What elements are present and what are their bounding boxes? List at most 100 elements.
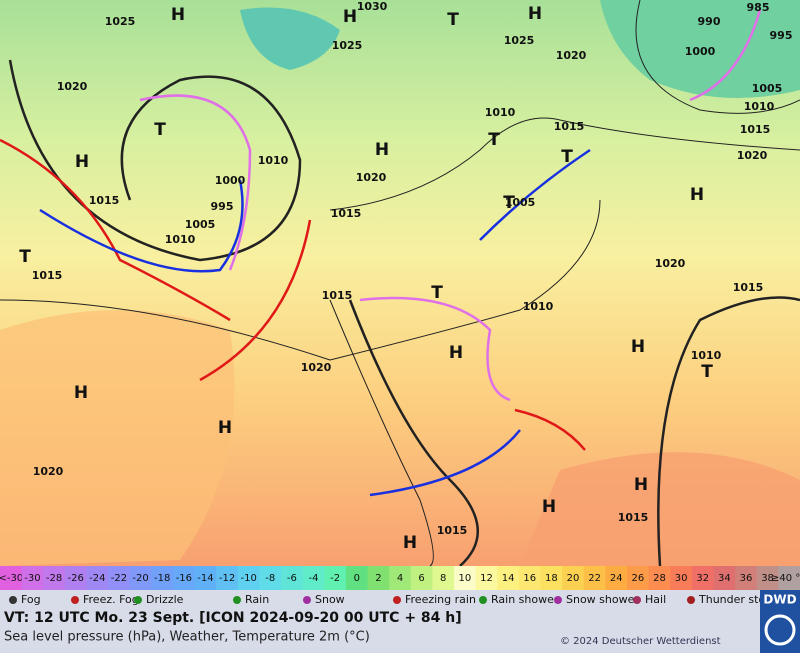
scale-label: -2 xyxy=(330,573,340,584)
low-pressure: T xyxy=(561,147,573,167)
high-pressure: H xyxy=(449,343,463,363)
scale-cell xyxy=(324,566,347,590)
legend-icon xyxy=(687,596,695,604)
isobar-label: 1015 xyxy=(554,120,585,133)
legend-icon xyxy=(393,596,401,604)
scale-label: 10 xyxy=(458,573,471,584)
scale-label: -8 xyxy=(265,573,275,584)
scale-label: 24 xyxy=(610,573,623,584)
scale-label: -6 xyxy=(287,573,297,584)
scale-label: 6 xyxy=(418,573,424,584)
scale-cell xyxy=(281,566,304,590)
cold-front xyxy=(369,429,521,497)
isobar-label: 985 xyxy=(747,1,770,14)
legend-icon xyxy=(134,596,142,604)
scale-cell xyxy=(151,566,174,590)
scale-label: 14 xyxy=(502,573,515,584)
low-pressure: T xyxy=(154,120,166,140)
isobar-label: 1005 xyxy=(185,218,216,231)
scale-label: 28 xyxy=(653,573,666,584)
isobar-label: 1015 xyxy=(733,281,764,294)
scale-cell xyxy=(583,566,606,590)
isobar-label: 1030 xyxy=(357,0,388,13)
high-pressure: H xyxy=(171,5,185,25)
description: Sea level pressure (hPa), Weather, Tempe… xyxy=(4,630,370,645)
copyright: © 2024 Deutscher Wetterdienst xyxy=(560,636,721,647)
legend-label: Freez. Fog xyxy=(83,593,139,606)
isobar-label: 1010 xyxy=(258,154,289,167)
scale-label: 2 xyxy=(375,573,381,584)
scale-label: -14 xyxy=(197,573,213,584)
legend-label: Rain shower xyxy=(491,593,559,606)
scale-cell xyxy=(0,566,23,590)
scale-cell xyxy=(237,566,260,590)
isobar-label: 1020 xyxy=(301,361,332,374)
isobar-label: 1005 xyxy=(505,196,536,209)
high-pressure: H xyxy=(75,152,89,172)
isobar-label: 1020 xyxy=(556,49,587,62)
scale-cell xyxy=(497,566,520,590)
isobar-label: 995 xyxy=(770,29,793,42)
low-pressure: T xyxy=(488,130,500,150)
scale-cell xyxy=(670,566,693,590)
scale-cell xyxy=(216,566,239,590)
cold-front xyxy=(479,148,591,241)
legend-icon xyxy=(633,596,641,604)
scale-label: -12 xyxy=(219,573,235,584)
isobar-label: 1015 xyxy=(437,524,468,537)
low-pressure: T xyxy=(431,283,443,303)
isobar-label: 1000 xyxy=(685,45,716,58)
legend-icon xyxy=(233,596,241,604)
low-pressure: T xyxy=(701,362,713,382)
high-pressure: H xyxy=(631,337,645,357)
scale-label: 32 xyxy=(696,573,709,584)
isobar-label: 1025 xyxy=(504,34,535,47)
scale-cell xyxy=(410,566,433,590)
isobar-label: 1010 xyxy=(691,349,722,362)
isobar-label: 1020 xyxy=(737,149,768,162)
high-pressure: H xyxy=(690,185,704,205)
scale-label: 0 xyxy=(354,573,360,584)
scale-cell xyxy=(172,566,196,590)
scale-cell xyxy=(648,566,671,590)
color-scale: <-30 -30 -28 -26 -24 -22 -20 -18 -16 -14 -12 -10 -8-… xyxy=(0,566,800,590)
high-pressure: H xyxy=(403,533,417,553)
isobar-label: 990 xyxy=(698,15,721,28)
high-pressure: H xyxy=(343,7,357,27)
warm-area xyxy=(0,310,235,566)
scale-cell xyxy=(43,566,66,590)
scale-cell xyxy=(735,566,758,590)
legend-label: Hail xyxy=(645,593,666,606)
scale-label: 22 xyxy=(588,573,601,584)
legend-icon xyxy=(554,596,562,604)
legend-label: Snow xyxy=(315,593,345,606)
scale-cell xyxy=(778,566,800,590)
isobar-label: 1025 xyxy=(105,15,136,28)
isobar-label: 1015 xyxy=(618,511,649,524)
scale-label: 26 xyxy=(631,573,644,584)
isobar-label: 1020 xyxy=(33,465,64,478)
high-pressure: H xyxy=(528,4,542,24)
isobar-label: 995 xyxy=(211,200,234,213)
symbol-legend: Fog Freez. Fog Drizzle Rain Snow Freezing rai… xyxy=(9,593,780,606)
cold-area xyxy=(240,7,340,70)
scale-label: -26 xyxy=(68,573,84,584)
warm-area xyxy=(520,452,800,566)
scale-label: 30 xyxy=(675,573,688,584)
scale-label: -18 xyxy=(154,573,170,584)
legend-label: Rain xyxy=(245,593,269,606)
scale-label: -30 xyxy=(24,573,40,584)
scale-cell xyxy=(432,566,455,590)
scale-label: -28 xyxy=(46,573,62,584)
scale-label: 12 xyxy=(480,573,493,584)
isobar-label: 1010 xyxy=(523,300,554,313)
scale-label: 20 xyxy=(567,573,580,584)
legend-label: Fog xyxy=(21,593,41,606)
scale-cell xyxy=(756,566,779,590)
scale-cell xyxy=(86,566,109,590)
scale-cell xyxy=(605,566,628,590)
scale-cell xyxy=(713,566,736,590)
legend-label: Drizzle xyxy=(146,593,184,606)
scale-cell xyxy=(691,566,715,590)
isobar-label: 1015 xyxy=(322,289,353,302)
